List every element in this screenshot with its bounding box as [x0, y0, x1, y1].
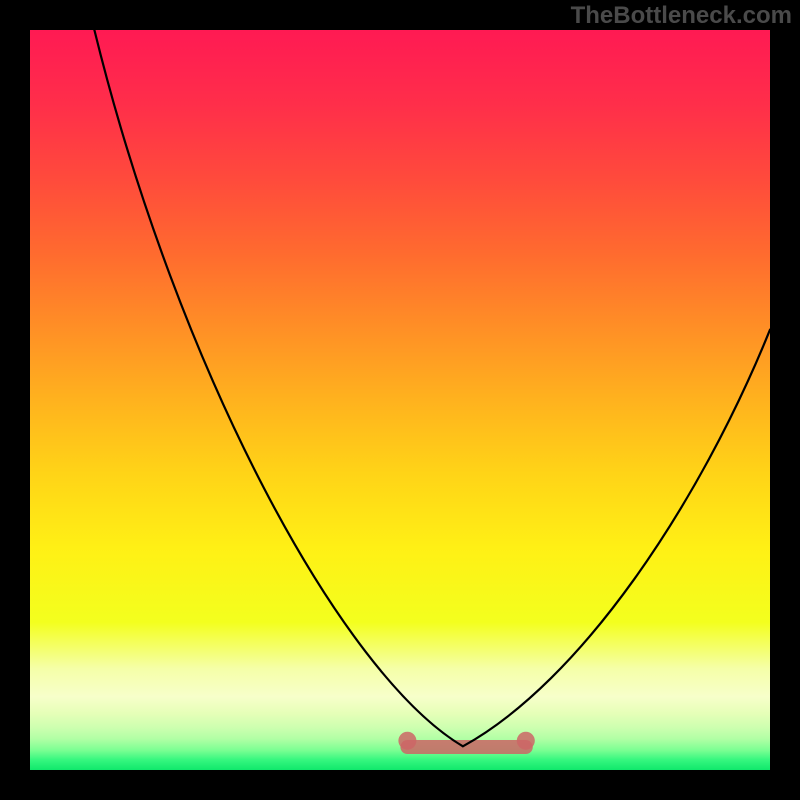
plot-area — [30, 30, 770, 770]
bottleneck-band-right-dot — [517, 732, 535, 750]
plot-svg — [30, 30, 770, 770]
chart-root: TheBottleneck.com — [0, 0, 800, 800]
gradient-background — [30, 30, 770, 770]
watermark-text: TheBottleneck.com — [571, 2, 792, 30]
bottleneck-band-left-dot — [398, 732, 416, 750]
